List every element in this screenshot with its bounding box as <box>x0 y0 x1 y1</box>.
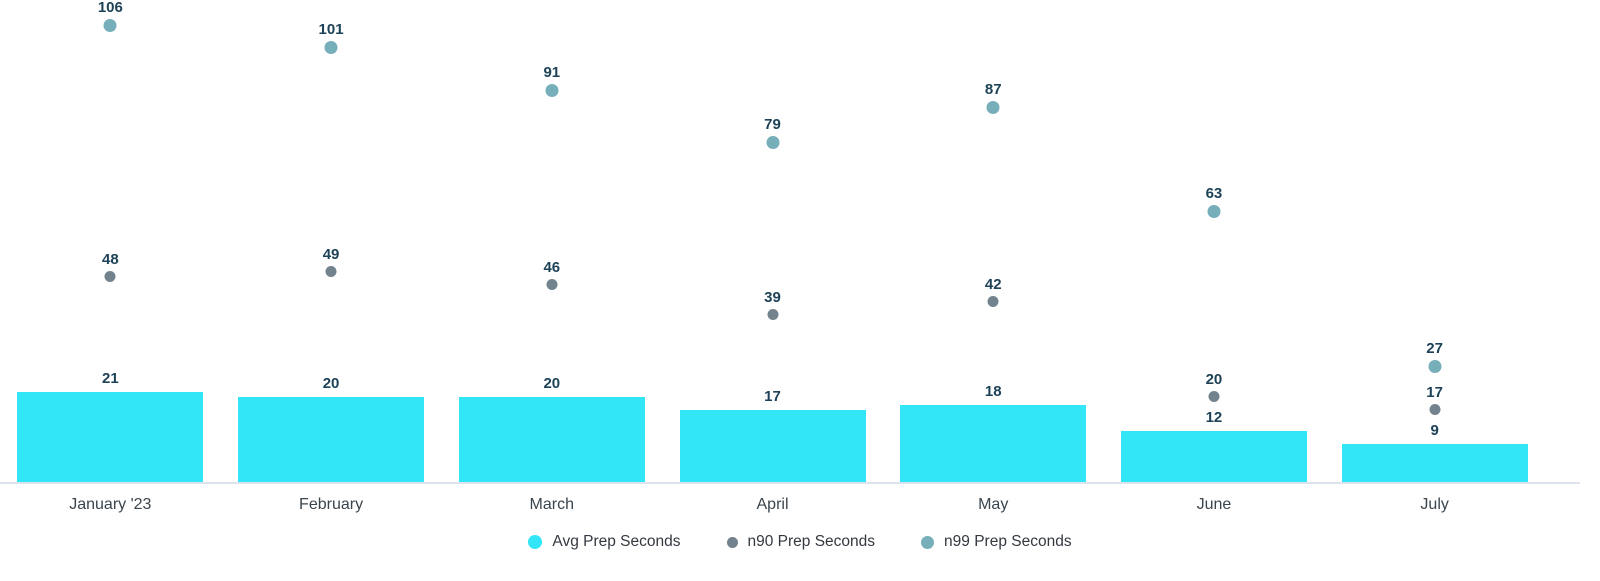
n90-value-label-march: 46 <box>543 259 561 277</box>
n99-value-label-july: 27 <box>1426 340 1443 358</box>
legend-swatch-n90-prep-seconds <box>726 536 738 548</box>
legend-item-n90-prep-seconds[interactable]: n90 Prep Seconds <box>726 533 876 551</box>
n99-value-label-february: 101 <box>318 20 344 38</box>
plot-area: 21 48 106 20 49 101 20 46 91 17 39 79 18 42 87 12 20 63 9 1… <box>17 0 1528 483</box>
bar-value-label-february: 20 <box>322 374 340 392</box>
x-label-march: March <box>529 496 575 513</box>
avg-prep-bar-february[interactable] <box>238 396 425 483</box>
x-label-february: February <box>299 496 364 513</box>
n99-point-may[interactable] <box>986 101 1000 115</box>
n90-value-label-january-23: 48 <box>102 250 119 268</box>
x-label-june: June <box>1196 496 1232 513</box>
n99-point-july[interactable] <box>1428 360 1442 374</box>
n99-value-label-march: 91 <box>543 64 561 82</box>
legend-item-avg-prep-seconds[interactable]: Avg Prep Seconds <box>528 533 681 551</box>
n99-point-march[interactable] <box>545 84 559 98</box>
legend-item-n99-prep-seconds[interactable]: n99 Prep Seconds <box>921 533 1072 551</box>
avg-prep-bar-june[interactable] <box>1120 431 1307 483</box>
n90-point-march[interactable] <box>546 279 558 291</box>
n99-point-april[interactable] <box>766 135 779 149</box>
n90-value-label-july: 17 <box>1426 384 1443 402</box>
n90-value-label-june: 20 <box>1205 371 1223 389</box>
bar-value-label-june: 12 <box>1205 409 1223 427</box>
n99-value-label-april: 79 <box>764 115 781 133</box>
x-label-april: April <box>756 496 789 513</box>
avg-prep-bar-may[interactable] <box>900 405 1087 483</box>
n99-value-label-june: 63 <box>1205 184 1223 202</box>
n99-point-june[interactable] <box>1207 204 1221 218</box>
n90-point-june[interactable] <box>1208 391 1220 403</box>
legend-swatch-n99-prep-seconds <box>921 535 935 549</box>
legend-label-avg-prep-seconds: Avg Prep Seconds <box>552 533 681 550</box>
bar-value-label-april: 17 <box>764 387 781 405</box>
legend: Avg Prep Seconds n90 Prep Seconds n99 Prep… <box>0 533 1600 551</box>
x-axis-labels: January '23 February March April May June July <box>0 494 1545 516</box>
x-axis-line <box>0 482 1580 484</box>
n90-value-label-april: 39 <box>764 289 781 307</box>
n99-point-january-23[interactable] <box>103 19 117 33</box>
legend-label-n90-prep-seconds: n90 Prep Seconds <box>747 533 876 550</box>
avg-prep-bar-january-23[interactable] <box>17 392 204 483</box>
x-label-january-23: January '23 <box>69 496 152 513</box>
legend-label-n99-prep-seconds: n99 Prep Seconds <box>944 533 1072 550</box>
avg-prep-bar-april[interactable] <box>679 409 866 483</box>
bar-value-label-march: 20 <box>543 374 561 392</box>
n90-point-july[interactable] <box>1429 404 1441 416</box>
x-label-july: July <box>1420 496 1449 513</box>
bar-value-label-january-23: 21 <box>102 370 119 388</box>
n90-point-april[interactable] <box>767 309 778 321</box>
n90-point-january-23[interactable] <box>104 270 116 282</box>
n90-value-label-may: 42 <box>984 276 1002 294</box>
n90-value-label-february: 49 <box>322 246 340 264</box>
n90-point-may[interactable] <box>987 296 999 308</box>
x-label-may: May <box>978 496 1009 513</box>
bar-value-label-july: 9 <box>1430 422 1439 440</box>
bar-value-label-may: 18 <box>984 383 1002 401</box>
n99-value-label-january-23: 106 <box>97 0 123 17</box>
n99-value-label-may: 87 <box>984 81 1002 99</box>
avg-prep-bar-july[interactable] <box>1341 444 1528 483</box>
n90-point-february[interactable] <box>325 266 337 278</box>
avg-prep-bar-march[interactable] <box>458 396 645 483</box>
n99-point-february[interactable] <box>324 40 338 54</box>
legend-swatch-avg-prep-seconds <box>528 535 543 549</box>
